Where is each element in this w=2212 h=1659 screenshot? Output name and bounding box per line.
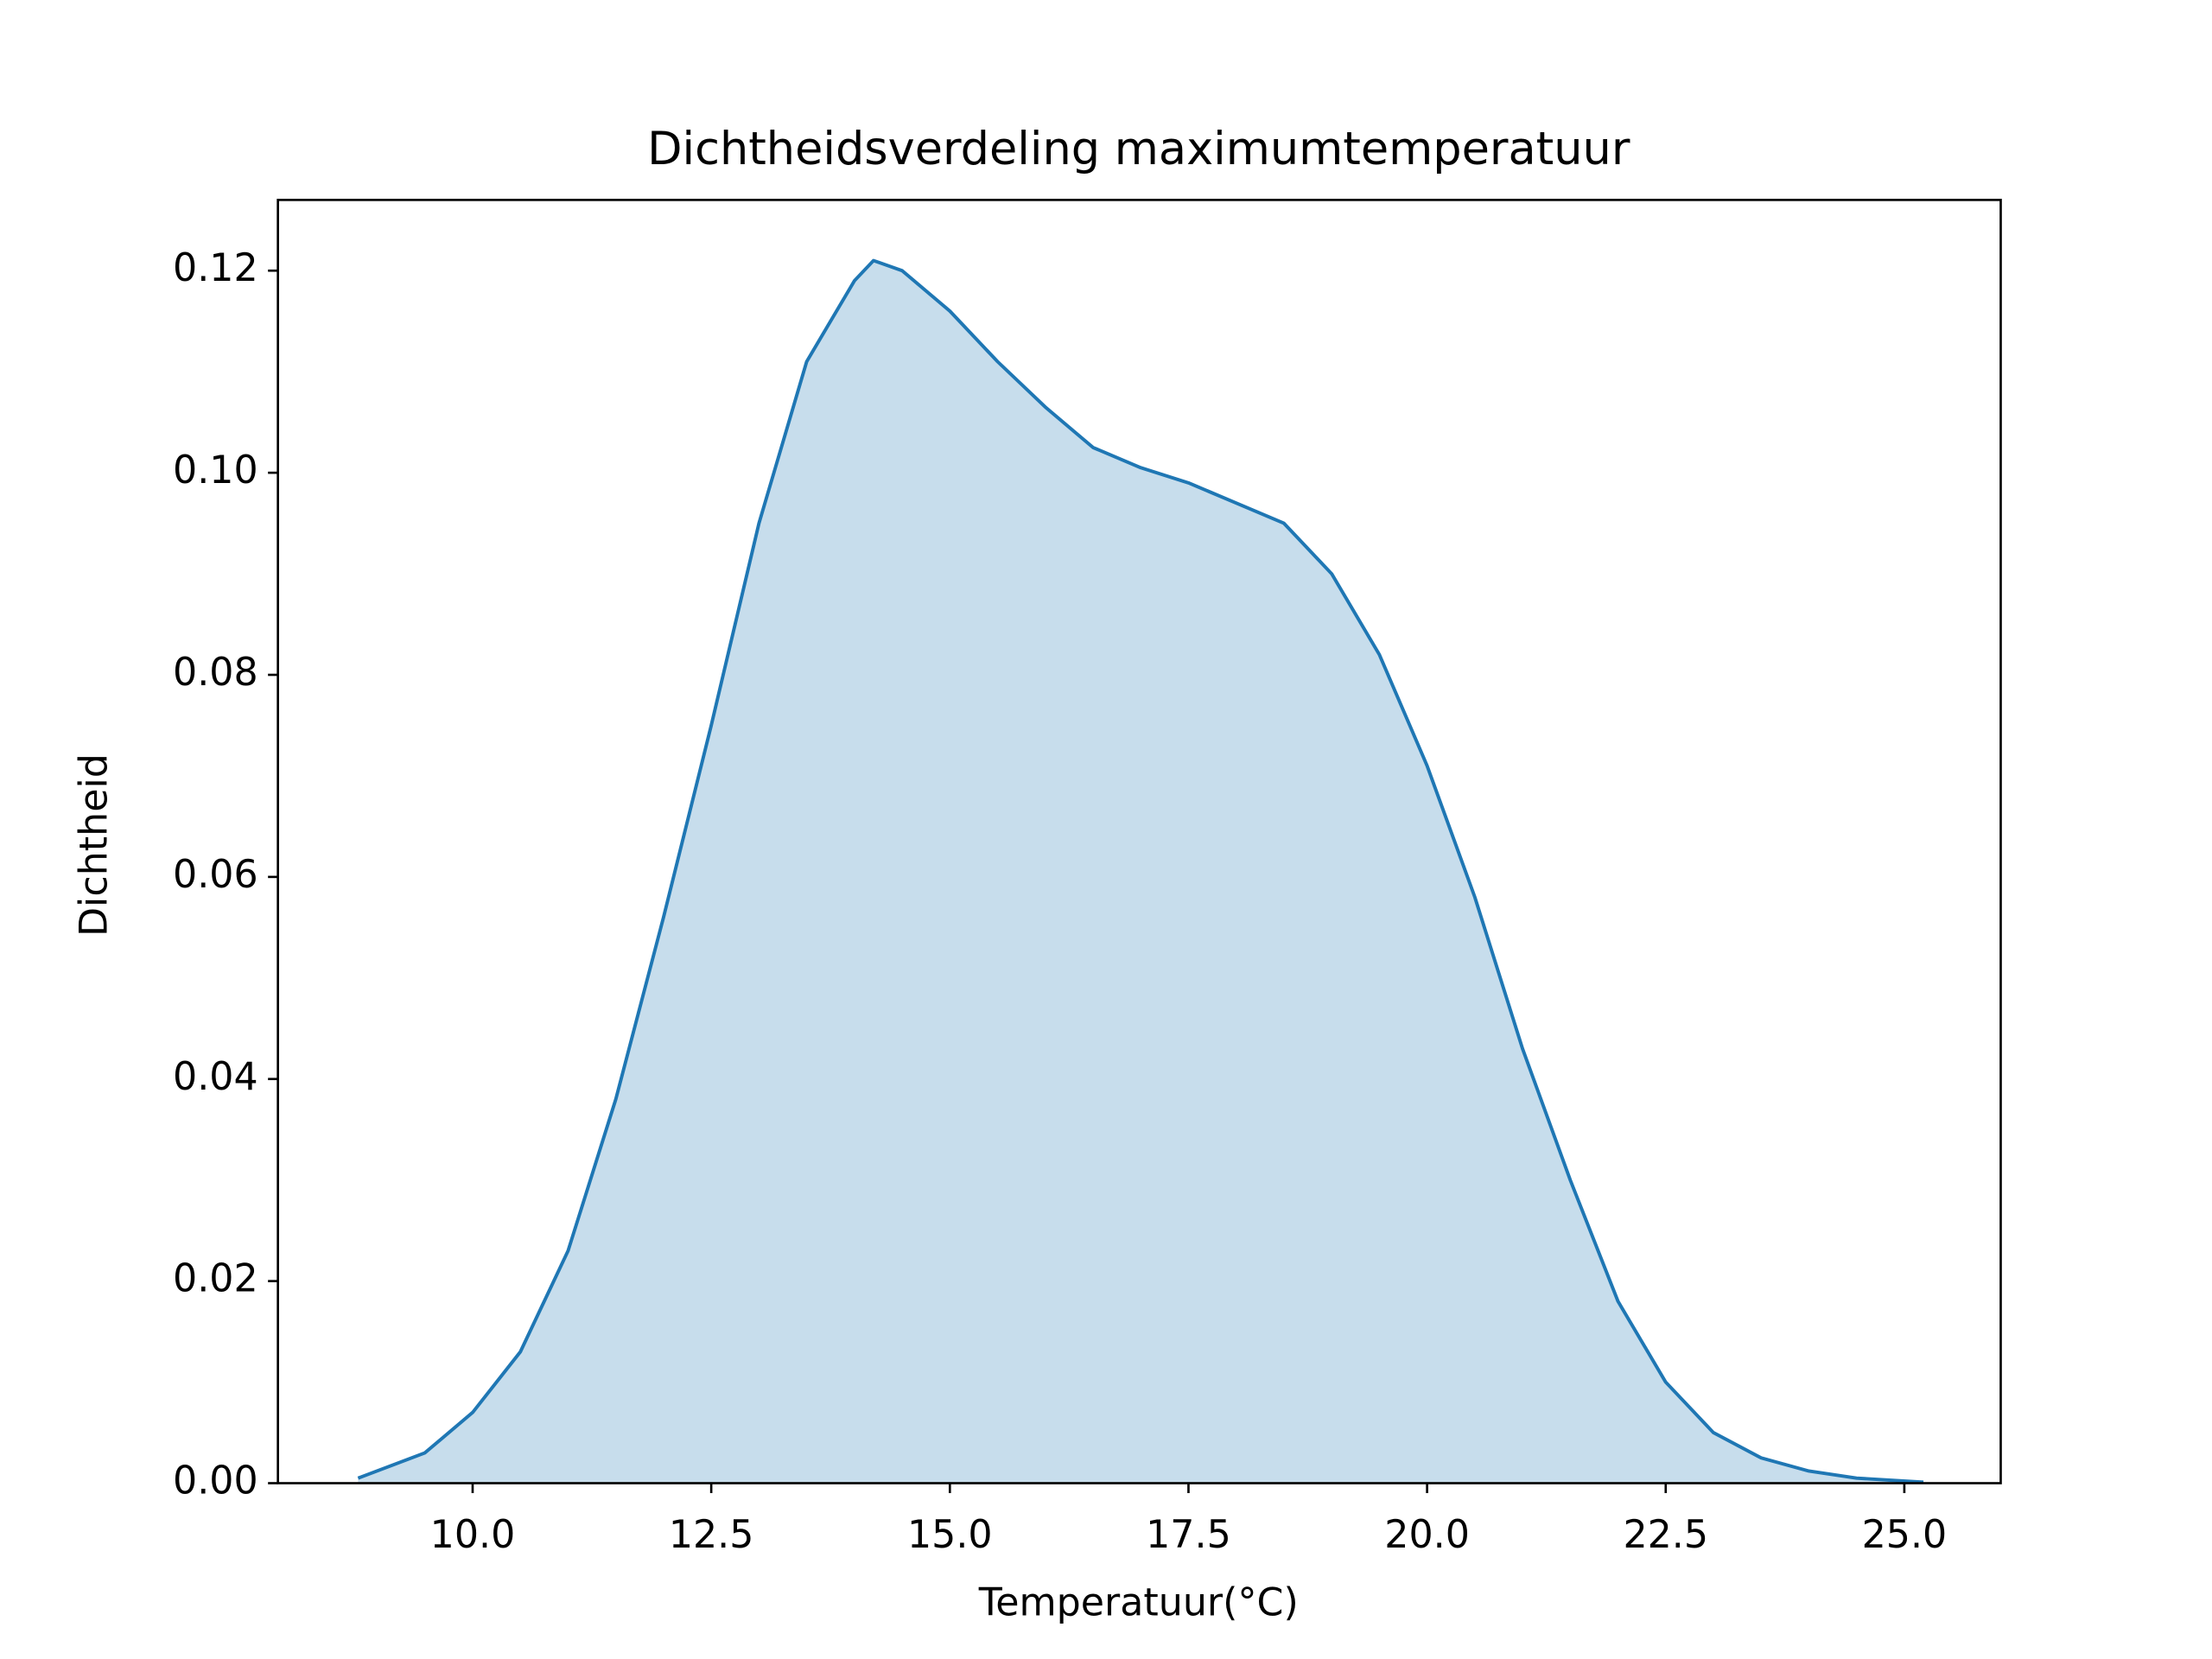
plot-frame (276, 199, 2002, 1484)
x-tick-label: 10.0 (430, 1513, 516, 1557)
y-tick-label: 0.08 (173, 651, 258, 695)
x-tick-label: 17.5 (1146, 1513, 1231, 1557)
y-tick-label: 0.02 (173, 1257, 258, 1301)
y-tick-label: 0.00 (173, 1459, 258, 1503)
x-tick-label: 22.5 (1623, 1513, 1708, 1557)
y-tick-label: 0.04 (173, 1055, 258, 1099)
x-tick-label: 25.0 (1862, 1513, 1948, 1557)
y-tick-label: 0.12 (173, 246, 258, 290)
y-axis-label: Dichtheid (73, 753, 117, 937)
density-line (357, 258, 1924, 1484)
chart-title: Dichtheidsverdeling maximumtemperatuur (647, 123, 1630, 175)
y-tick-label: 0.06 (173, 853, 258, 897)
y-tick-label: 0.10 (173, 448, 258, 493)
x-tick-label: 15.0 (907, 1513, 993, 1557)
x-tick-label: 12.5 (669, 1513, 754, 1557)
x-axis-label: Temperatuur(°C) (978, 1581, 1299, 1625)
x-tick-label: 20.0 (1384, 1513, 1470, 1557)
